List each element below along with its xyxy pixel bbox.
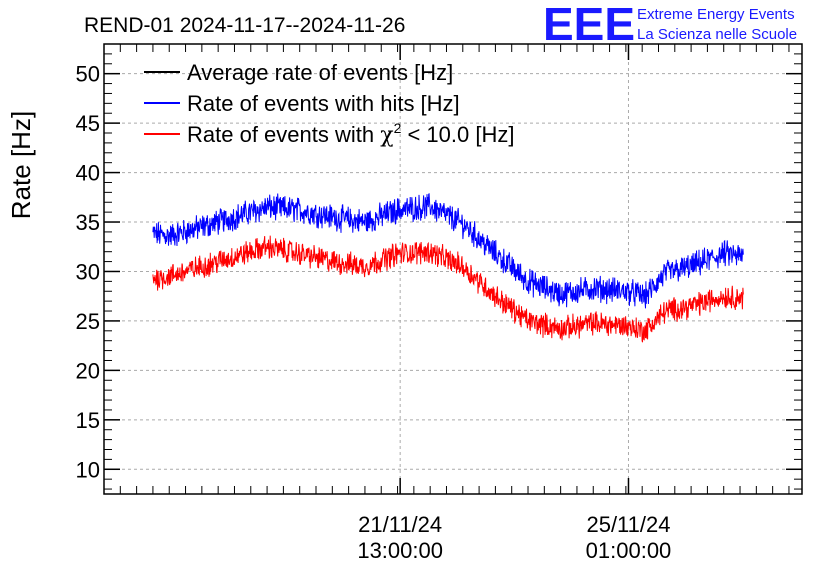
eee-logo: EEE Extreme Energy Events La Scienza nel… bbox=[543, 0, 797, 50]
y-tick-label: 50 bbox=[76, 62, 100, 87]
legend-label-chi2: Rate of events with χ2 < 10.0 [Hz] bbox=[187, 120, 514, 148]
chart-title: REND-01 2024-11-17--2024-11-26 bbox=[84, 14, 405, 37]
y-tick-label: 40 bbox=[76, 161, 100, 186]
y-tick-label: 35 bbox=[76, 210, 100, 235]
series-layer bbox=[152, 193, 744, 343]
y-tick-label: 10 bbox=[76, 457, 100, 482]
logo-line1: Extreme Energy Events bbox=[637, 6, 795, 23]
x-tick-label-time: 13:00:00 bbox=[357, 538, 443, 563]
series-line-1 bbox=[152, 235, 744, 343]
y-axis-title: Rate [Hz] bbox=[6, 111, 36, 219]
y-tick-label: 20 bbox=[76, 358, 100, 383]
y-tick-label: 25 bbox=[76, 309, 100, 334]
series-line-0 bbox=[152, 193, 744, 309]
x-tick-label-date: 25/11/24 bbox=[586, 512, 670, 537]
x-tick-label-date: 21/11/24 bbox=[358, 512, 442, 537]
y-tick-label: 45 bbox=[76, 111, 100, 136]
legend: Average rate of events [Hz] Rate of even… bbox=[144, 60, 514, 148]
logo-letters: EEE bbox=[543, 0, 635, 50]
logo-line2: La Scienza nelle Scuole bbox=[637, 26, 797, 43]
legend-label-hits: Rate of events with hits [Hz] bbox=[187, 91, 460, 116]
legend-label-average: Average rate of events [Hz] bbox=[187, 60, 453, 85]
y-tick-label: 15 bbox=[76, 408, 100, 433]
grid bbox=[104, 44, 802, 494]
x-tick-label-time: 01:00:00 bbox=[586, 538, 672, 563]
y-tick-label: 30 bbox=[76, 259, 100, 284]
